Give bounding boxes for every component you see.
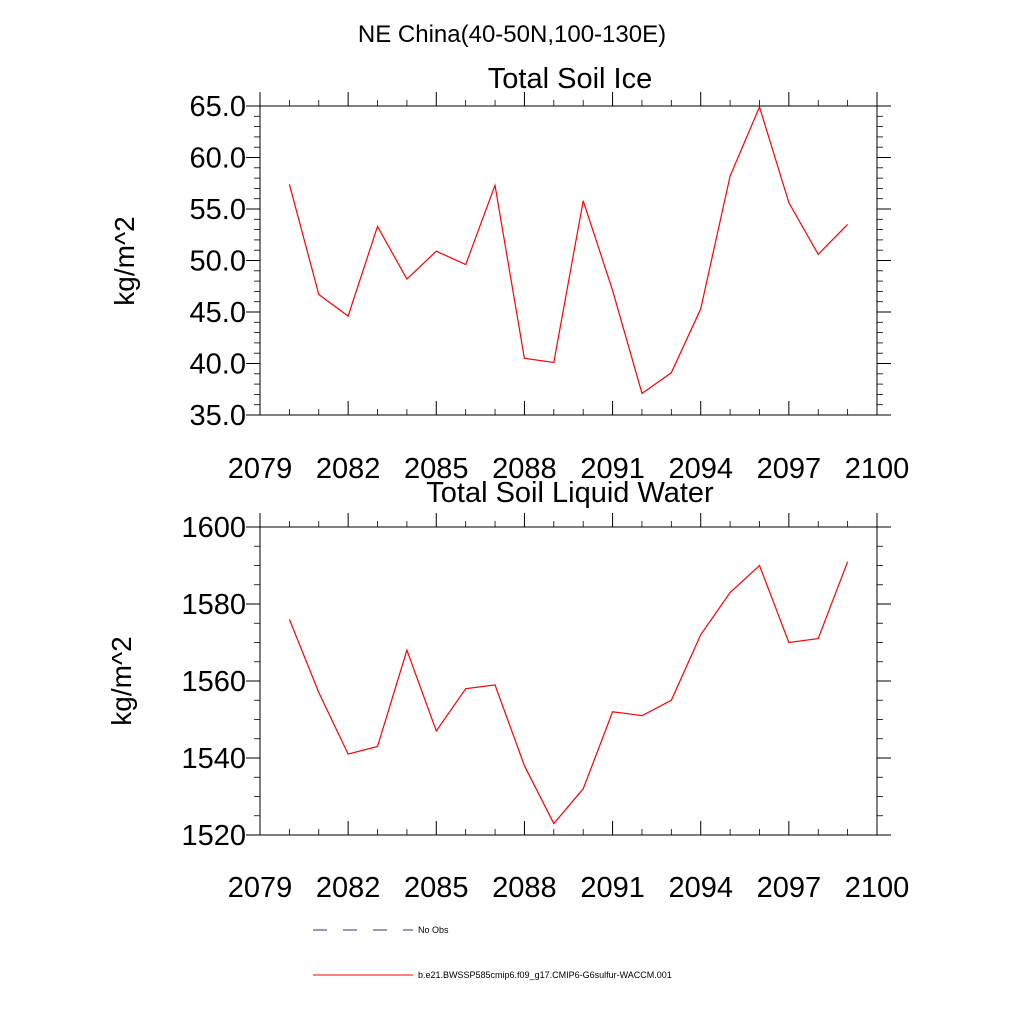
y-tick-label: 1540 xyxy=(181,743,246,775)
y-tick-label: 60.0 xyxy=(190,143,246,175)
legend-label-series: b.e21.BWSSP585cmip6.f09_g17.CMIP6-G6sulf… xyxy=(418,970,672,980)
y-tick-label: 40.0 xyxy=(190,349,246,381)
x-tick-label: 2094 xyxy=(668,453,733,485)
x-tick-label: 2085 xyxy=(404,872,469,904)
series-line xyxy=(288,561,849,825)
y-tick-label: 1600 xyxy=(181,512,246,544)
y-tick-label: 55.0 xyxy=(190,194,246,226)
x-tick-label: 2097 xyxy=(757,872,822,904)
y-tick-label: 35.0 xyxy=(190,400,246,432)
x-tick-label: 2097 xyxy=(757,453,822,485)
x-tick-label: 2091 xyxy=(580,453,645,485)
y-tick-label: 65.0 xyxy=(190,91,246,123)
panel-total-soil-ice: Total Soil Ice kg/m^2 2079 2082 2085 2088 20… xyxy=(109,63,909,485)
x-tick-label: 2100 xyxy=(845,872,910,904)
panel-title: Total Soil Liquid Water xyxy=(426,477,714,509)
plot-frame xyxy=(259,105,878,416)
x-tick-label: 2091 xyxy=(580,872,645,904)
legend: No Obs b.e21.BWSSP585cmip6.f09_g17.CMIP6… xyxy=(313,925,672,980)
x-tick-label: 2082 xyxy=(316,872,381,904)
x-tick-label: 2082 xyxy=(316,453,381,485)
x-tick-label: 2085 xyxy=(404,453,469,485)
series-line xyxy=(288,105,849,395)
figure-suptitle: NE China(40-50N,100-130E) xyxy=(358,21,666,48)
x-tick-label: 2088 xyxy=(492,872,557,904)
y-axis-label: kg/m^2 xyxy=(106,636,137,725)
panel-total-soil-liquid-water: Total Soil Liquid Water kg/m^2 2079 2082 2… xyxy=(106,477,909,904)
y-axis-label: kg/m^2 xyxy=(109,216,140,305)
x-tick-label: 2088 xyxy=(492,453,557,485)
x-tick-label: 2079 xyxy=(228,872,293,904)
y-tick-label: 1580 xyxy=(181,589,246,621)
y-tick-label: 1560 xyxy=(181,666,246,698)
x-tick-label: 2100 xyxy=(845,453,910,485)
legend-label-no-obs: No Obs xyxy=(418,925,449,935)
x-tick-label: 2094 xyxy=(668,872,733,904)
panel-title: Total Soil Ice xyxy=(488,63,652,95)
x-tick-label: 2079 xyxy=(228,453,293,485)
plot-frame xyxy=(259,526,878,836)
y-tick-label: 1520 xyxy=(181,820,246,852)
y-tick-label: 50.0 xyxy=(190,246,246,278)
y-tick-label: 45.0 xyxy=(190,297,246,329)
